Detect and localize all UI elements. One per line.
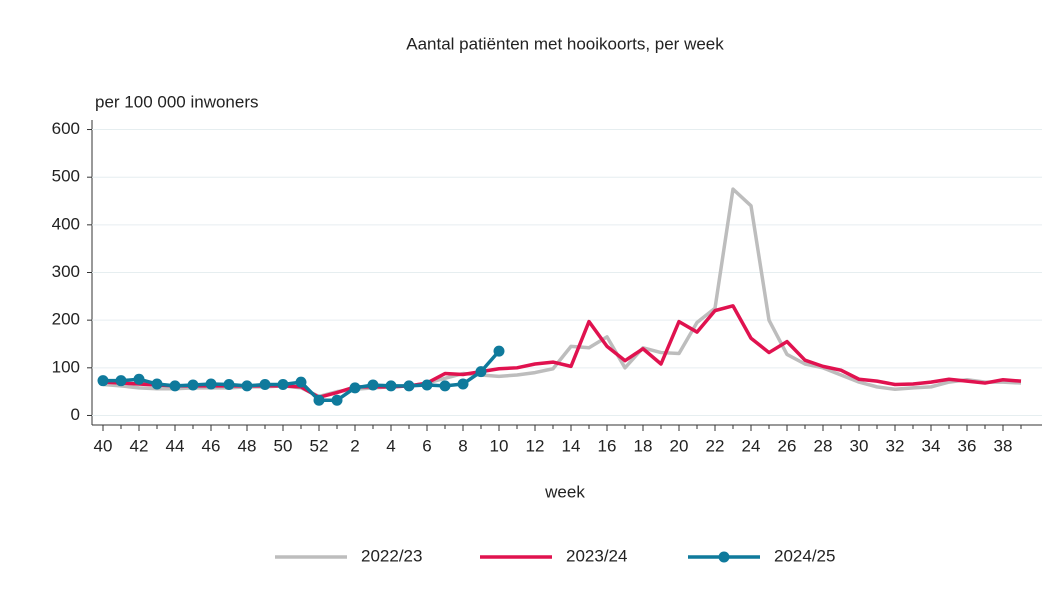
point [205, 378, 217, 390]
y-tick-label: 400 [52, 214, 80, 233]
x-tick-label: 36 [958, 436, 977, 455]
y-tick-label: 300 [52, 262, 80, 281]
point [349, 382, 361, 394]
y-tick-label: 500 [52, 167, 80, 186]
x-tick-label: 2 [350, 436, 359, 455]
x-tick-label: 6 [422, 436, 431, 455]
x-tick-label: 26 [778, 436, 797, 455]
x-tick-label: 50 [274, 436, 293, 455]
point [259, 378, 271, 390]
point [493, 345, 505, 357]
point [187, 379, 199, 391]
y-tick-label: 200 [52, 310, 80, 329]
legend-label: 2024/25 [774, 546, 835, 565]
x-tick-label: 42 [130, 436, 149, 455]
y-tick-label: 0 [71, 405, 80, 424]
point [475, 366, 487, 378]
x-tick-label: 28 [814, 436, 833, 455]
x-tick-label: 14 [562, 436, 581, 455]
x-tick-label: 46 [202, 436, 221, 455]
point [385, 380, 397, 392]
point [277, 378, 289, 390]
point [457, 378, 469, 390]
y-axis-label: per 100 000 inwoners [95, 92, 259, 111]
x-tick-label: 38 [994, 436, 1013, 455]
y-tick-label: 100 [52, 357, 80, 376]
point [403, 380, 415, 392]
legend-marker [718, 551, 730, 563]
point [151, 378, 163, 390]
point [439, 380, 451, 392]
x-tick-label: 22 [706, 436, 725, 455]
legend-label: 2022/23 [361, 546, 422, 565]
point [241, 380, 253, 392]
x-tick-label: 18 [634, 436, 653, 455]
x-tick-label: 4 [386, 436, 395, 455]
point [331, 394, 343, 406]
legend-label: 2023/24 [566, 546, 627, 565]
x-tick-label: 52 [310, 436, 329, 455]
chart-title: Aantal patiënten met hooikoorts, per wee… [406, 34, 724, 53]
point [97, 375, 109, 387]
x-tick-label: 30 [850, 436, 869, 455]
x-tick-label: 24 [742, 436, 761, 455]
point [313, 394, 325, 406]
point [115, 375, 127, 387]
x-tick-label: 10 [490, 436, 509, 455]
x-axis-label: week [544, 482, 585, 501]
point [421, 379, 433, 391]
x-tick-label: 44 [166, 436, 185, 455]
point [223, 378, 235, 390]
x-tick-label: 48 [238, 436, 257, 455]
y-tick-label: 600 [52, 119, 80, 138]
x-tick-label: 40 [94, 436, 113, 455]
x-tick-label: 12 [526, 436, 545, 455]
point [295, 376, 307, 388]
x-tick-label: 20 [670, 436, 689, 455]
x-tick-label: 8 [458, 436, 467, 455]
point [133, 373, 145, 385]
x-tick-label: 34 [922, 436, 941, 455]
x-tick-label: 16 [598, 436, 617, 455]
point [367, 379, 379, 391]
x-tick-label: 32 [886, 436, 905, 455]
point [169, 380, 181, 392]
